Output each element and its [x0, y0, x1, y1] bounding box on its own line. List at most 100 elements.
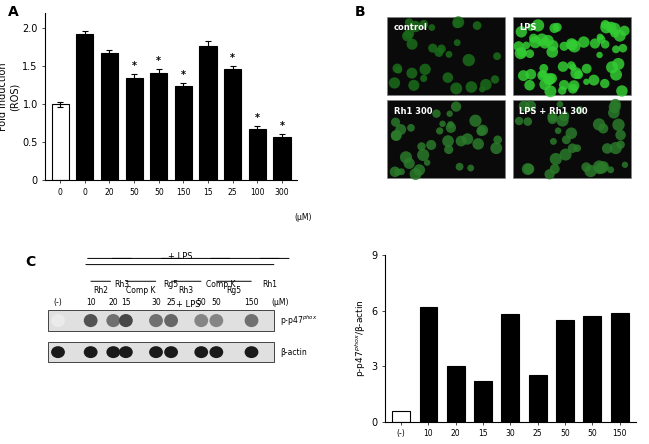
Point [561, 136, 572, 143]
Point [422, 159, 432, 166]
Point [568, 64, 578, 71]
Ellipse shape [245, 314, 258, 327]
Text: β-actin: β-actin [280, 348, 307, 357]
Text: B: B [354, 5, 365, 19]
Text: *: * [156, 56, 161, 66]
Point [600, 80, 610, 87]
Text: (μM): (μM) [294, 214, 312, 222]
Bar [392, 411, 410, 422]
Point [452, 20, 462, 27]
Point [452, 39, 462, 46]
Bar [502, 314, 519, 422]
Point [390, 168, 400, 175]
Point [436, 45, 447, 52]
Point [552, 24, 563, 31]
Point [567, 145, 578, 152]
Text: (-): (-) [54, 298, 62, 307]
Point [590, 40, 600, 47]
Point [581, 163, 591, 170]
Bar [199, 46, 217, 180]
Text: Rh1: Rh1 [262, 280, 277, 289]
Point [574, 107, 585, 114]
Point [517, 49, 527, 56]
Point [566, 62, 576, 69]
Point [615, 32, 625, 40]
Point [490, 76, 500, 83]
Bar [447, 366, 465, 422]
Point [493, 136, 503, 143]
FancyBboxPatch shape [387, 100, 506, 178]
Point [443, 138, 453, 145]
Ellipse shape [84, 346, 97, 358]
Point [537, 36, 547, 43]
Bar [611, 313, 628, 422]
Point [463, 56, 474, 63]
FancyBboxPatch shape [387, 17, 506, 95]
Point [571, 70, 582, 77]
Point [472, 22, 482, 29]
Text: 150: 150 [244, 298, 259, 307]
Point [598, 163, 609, 170]
Point [559, 43, 569, 50]
Point [610, 101, 620, 108]
Point [491, 145, 502, 152]
Point [546, 75, 557, 82]
Point [416, 143, 426, 150]
Point [522, 118, 533, 125]
Point [537, 71, 548, 78]
Point [410, 170, 421, 178]
Point [611, 46, 621, 53]
Point [444, 51, 454, 58]
Text: Rg5: Rg5 [227, 286, 241, 295]
Point [600, 21, 611, 28]
Text: Rh2: Rh2 [93, 286, 108, 295]
Point [582, 65, 592, 72]
Point [566, 130, 576, 137]
Point [445, 110, 455, 117]
Point [617, 87, 627, 95]
Point [549, 24, 559, 32]
Text: Comp K: Comp K [206, 280, 235, 289]
Point [578, 39, 589, 46]
Text: A: A [8, 5, 18, 19]
Point [443, 74, 453, 81]
Point [519, 72, 529, 79]
Point [618, 45, 628, 52]
Point [544, 75, 554, 83]
Text: Rg5: Rg5 [164, 280, 178, 289]
Point [568, 85, 578, 92]
Text: *: * [280, 121, 284, 131]
Ellipse shape [119, 314, 133, 327]
Point [402, 32, 413, 40]
Text: Rh1 300: Rh1 300 [393, 107, 432, 116]
FancyBboxPatch shape [513, 100, 631, 178]
Point [572, 145, 583, 152]
Point [419, 75, 429, 82]
Point [476, 127, 486, 135]
Point [559, 81, 569, 88]
Text: *: * [132, 61, 137, 71]
Point [611, 71, 621, 78]
Point [606, 166, 616, 173]
Point [445, 121, 456, 128]
Point [553, 127, 563, 134]
FancyBboxPatch shape [513, 17, 631, 95]
Bar [419, 307, 437, 422]
Point [609, 30, 620, 37]
Ellipse shape [194, 346, 208, 358]
Point [443, 146, 454, 153]
Point [567, 41, 578, 48]
Point [615, 131, 626, 139]
Point [453, 19, 463, 26]
Point [569, 82, 579, 89]
Point [526, 24, 536, 31]
Point [431, 110, 441, 117]
Point [420, 66, 430, 73]
Point [611, 144, 621, 151]
Point [454, 163, 465, 170]
Point [471, 117, 481, 124]
Point [598, 125, 608, 132]
Point [481, 81, 491, 88]
Point [545, 88, 556, 95]
Bar [125, 78, 143, 180]
